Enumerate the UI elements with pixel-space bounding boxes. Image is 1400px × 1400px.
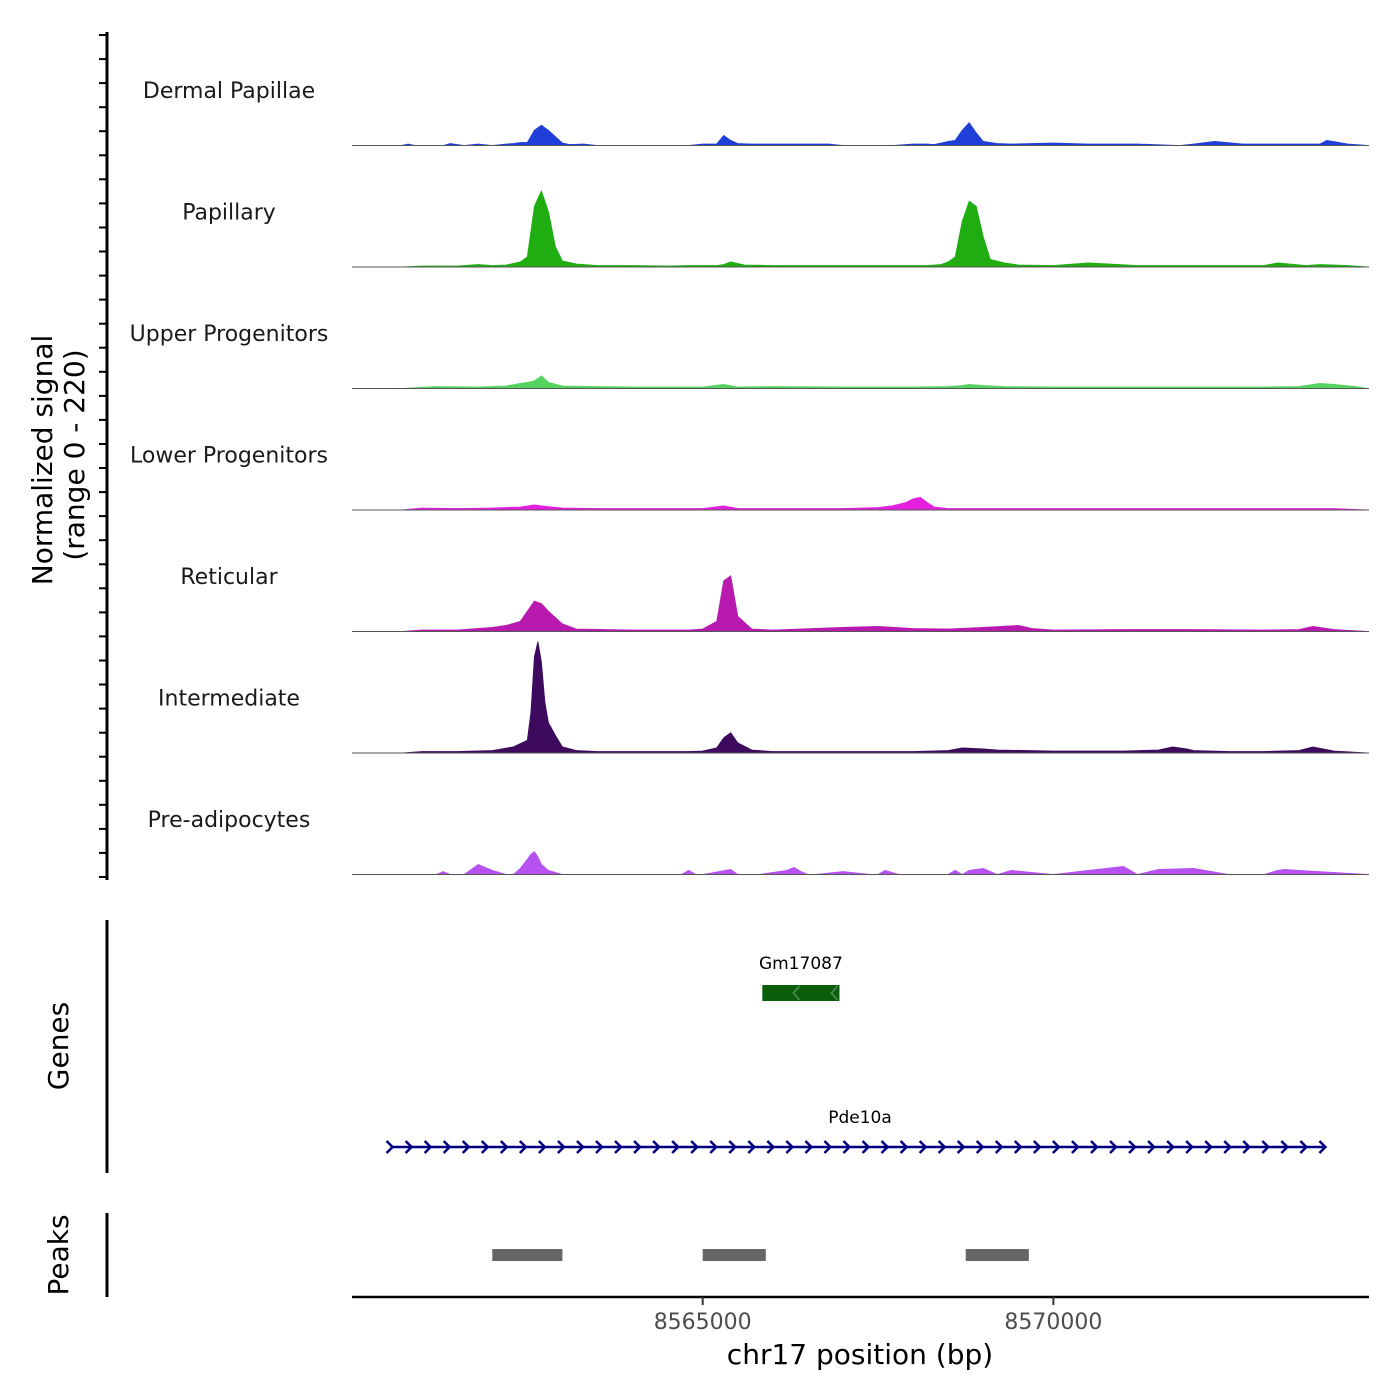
strand-arrow <box>1280 1140 1290 1154</box>
strand-arrow <box>1032 1140 1042 1154</box>
strand-arrow <box>956 1140 966 1154</box>
strand-arrow <box>804 1140 814 1154</box>
coverage-area <box>352 851 1370 875</box>
gene: Gm17087 <box>759 954 843 1001</box>
strand-arrow <box>423 1140 433 1154</box>
coverage-track: Intermediate <box>158 641 1370 754</box>
track-label: Intermediate <box>158 687 300 712</box>
strand-arrow <box>461 1140 471 1154</box>
strand-arrow <box>1185 1140 1194 1154</box>
strand-arrow <box>1166 1140 1175 1154</box>
strand-arrow <box>766 1140 776 1154</box>
strand-arrow <box>480 1140 490 1154</box>
coverage-track: Upper Progenitors <box>130 322 1370 389</box>
coverage-area <box>352 189 1370 268</box>
peak-region <box>702 1249 766 1261</box>
coverage-track: Reticular <box>180 565 1370 632</box>
strand-arrow <box>652 1140 661 1154</box>
strand-arrow <box>576 1140 585 1154</box>
strand-arrow <box>1242 1140 1252 1154</box>
strand-arrow <box>385 1140 395 1154</box>
coverage-y-axis-ticks <box>99 34 107 878</box>
strand-arrow <box>823 1140 833 1154</box>
peak-region <box>492 1249 563 1261</box>
genes-track-label: Genes <box>42 1002 75 1090</box>
strand-arrow <box>595 1140 604 1154</box>
coverage-area <box>352 496 1370 511</box>
strand-arrow <box>830 985 839 1001</box>
strand-arrow <box>785 1140 795 1154</box>
strand-arrow <box>1109 1140 1118 1154</box>
track-label: Upper Progenitors <box>130 322 329 347</box>
y-axis-title-line1: Normalized signal <box>26 335 59 586</box>
coverage-area <box>352 575 1370 632</box>
strand-arrow <box>633 1140 642 1154</box>
peaks-track <box>492 1249 1029 1261</box>
x-axis-ticks: 8565000 8570000 <box>654 1297 1102 1335</box>
gene-label: Pde10a <box>828 1108 892 1128</box>
strand-arrow <box>937 1140 947 1154</box>
strand-arrow <box>1013 1140 1023 1154</box>
strand-arrow <box>1299 1140 1309 1154</box>
strand-arrow <box>671 1140 680 1154</box>
x-tick-label: 8565000 <box>654 1310 752 1335</box>
strand-arrow <box>1204 1140 1213 1154</box>
strand-arrow <box>842 1140 852 1154</box>
strand-arrow <box>1071 1140 1080 1154</box>
strand-arrow <box>792 985 801 1001</box>
y-axis-title-line2: (range 0 - 220) <box>58 349 91 560</box>
strand-arrow <box>1261 1140 1271 1154</box>
strand-arrow <box>880 1140 890 1154</box>
strand-arrow <box>690 1140 699 1154</box>
strand-arrow <box>442 1140 452 1154</box>
strand-arrow <box>918 1140 928 1154</box>
strand-arrow <box>499 1140 509 1154</box>
track-label: Dermal Papillae <box>143 79 315 104</box>
coverage-area <box>352 122 1370 146</box>
genes-track: Gm17087 Pde10a <box>385 954 1328 1154</box>
track-label: Reticular <box>180 565 278 590</box>
strand-arrow <box>518 1140 528 1154</box>
gene: Pde10a <box>385 1108 1328 1154</box>
strand-arrow <box>1223 1140 1232 1154</box>
strand-arrow <box>709 1140 718 1154</box>
track-label: Pre-adipocytes <box>148 808 311 833</box>
peaks-track-label: Peaks <box>42 1214 75 1295</box>
strand-arrow <box>861 1140 871 1154</box>
coverage-track: Dermal Papillae <box>143 79 1370 146</box>
track-label: Lower Progenitors <box>130 444 328 469</box>
strand-arrow <box>975 1140 985 1154</box>
coverage-tracks: Dermal Papillae Papillary Upper Progenitor… <box>130 79 1370 875</box>
strand-arrow <box>1052 1140 1061 1154</box>
strand-arrow <box>1090 1140 1099 1154</box>
track-label: Papillary <box>182 201 276 226</box>
gene-exon <box>762 985 840 1001</box>
peak-region <box>965 1249 1029 1261</box>
strand-arrow <box>728 1140 738 1154</box>
strand-arrow <box>557 1140 566 1154</box>
coverage-area <box>352 641 1370 754</box>
strand-arrow <box>404 1140 414 1154</box>
strand-arrow <box>899 1140 909 1154</box>
strand-arrow <box>537 1140 547 1154</box>
coverage-track: Papillary <box>182 189 1370 268</box>
strand-arrow <box>747 1140 757 1154</box>
strand-arrow <box>614 1140 623 1154</box>
coverage-area <box>352 375 1370 389</box>
x-axis-title: chr17 position (bp) <box>727 1338 993 1371</box>
gene-label: Gm17087 <box>759 954 843 974</box>
strand-arrow <box>1318 1140 1328 1154</box>
coverage-track: Lower Progenitors <box>130 444 1370 511</box>
strand-arrow <box>1128 1140 1137 1154</box>
strand-arrow <box>994 1140 1004 1154</box>
strand-arrow <box>1147 1140 1156 1154</box>
coverage-track: Pre-adipocytes <box>148 808 1370 875</box>
x-tick-label: 8570000 <box>1004 1310 1102 1335</box>
